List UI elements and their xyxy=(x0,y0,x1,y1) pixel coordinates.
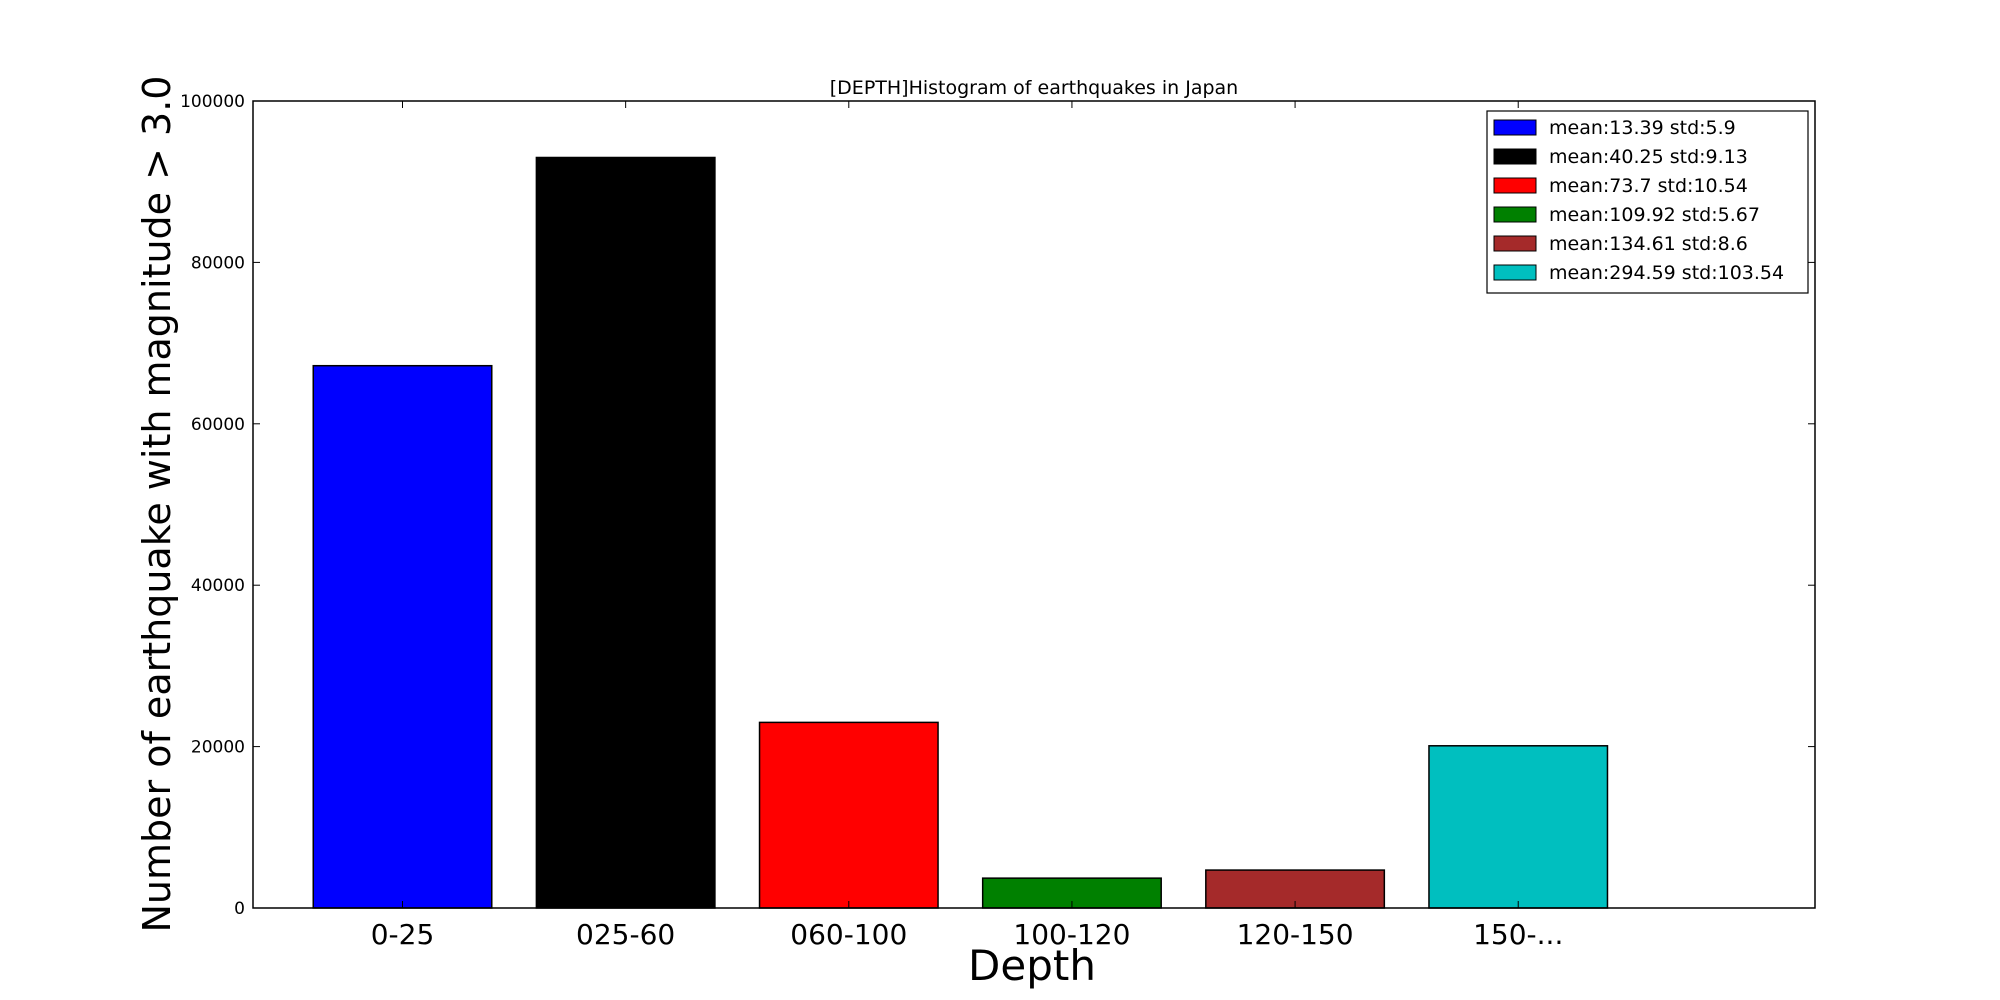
x-tick-label: 025-60 xyxy=(576,918,675,951)
plot-frame xyxy=(252,100,1816,909)
y-tick-label: 100000 xyxy=(180,92,245,112)
bars-layer xyxy=(312,156,1609,909)
x-tick-label: 100-120 xyxy=(1013,918,1130,951)
y-axis-label: Number of earthquake with magnitude > 3.… xyxy=(135,76,179,933)
y-tick-label: 0 xyxy=(234,899,245,919)
x-tick-label: 0-25 xyxy=(371,918,435,951)
x-tick-label: 150-... xyxy=(1473,918,1563,951)
legend-label: mean:294.59 std:103.54 xyxy=(1549,262,1784,284)
y-tick-label: 80000 xyxy=(191,253,245,273)
legend-swatch xyxy=(1493,177,1537,194)
legend-label: mean:134.61 std:8.6 xyxy=(1549,233,1748,255)
legend-label: mean:13.39 std:5.9 xyxy=(1549,117,1736,139)
x-tick-label: 120-150 xyxy=(1237,918,1354,951)
y-tick-label: 60000 xyxy=(191,415,245,435)
x-axis-label: Depth xyxy=(968,941,1096,990)
legend-swatch xyxy=(1493,119,1537,136)
ticks-layer: 0-25 025-60 060-100 100-120 120-150 150-... 0 2… xyxy=(180,92,1815,951)
legend-swatch xyxy=(1493,206,1537,223)
y-tick-label: 40000 xyxy=(191,576,245,596)
bar-025-60 xyxy=(535,156,716,909)
bar-0-25 xyxy=(312,364,493,909)
legend-swatch xyxy=(1493,235,1537,252)
x-tick-label: 060-100 xyxy=(790,918,907,951)
bar-060-100 xyxy=(758,721,939,909)
legend-label: mean:109.92 std:5.67 xyxy=(1549,204,1760,226)
chart-title: [DEPTH]Histogram of earthquakes in Japan xyxy=(830,77,1238,99)
legend-frame xyxy=(1486,110,1809,294)
y-tick-label: 20000 xyxy=(191,738,245,758)
legend-swatch xyxy=(1493,264,1537,281)
legend-label: mean:73.7 std:10.54 xyxy=(1549,175,1748,197)
bar-150-... xyxy=(1428,745,1609,909)
legend-label: mean:40.25 std:9.13 xyxy=(1549,146,1748,168)
legend-swatch xyxy=(1493,148,1537,165)
legend: mean:13.39 std:5.9 mean:40.25 std:9.13 mea… xyxy=(1486,110,1809,294)
